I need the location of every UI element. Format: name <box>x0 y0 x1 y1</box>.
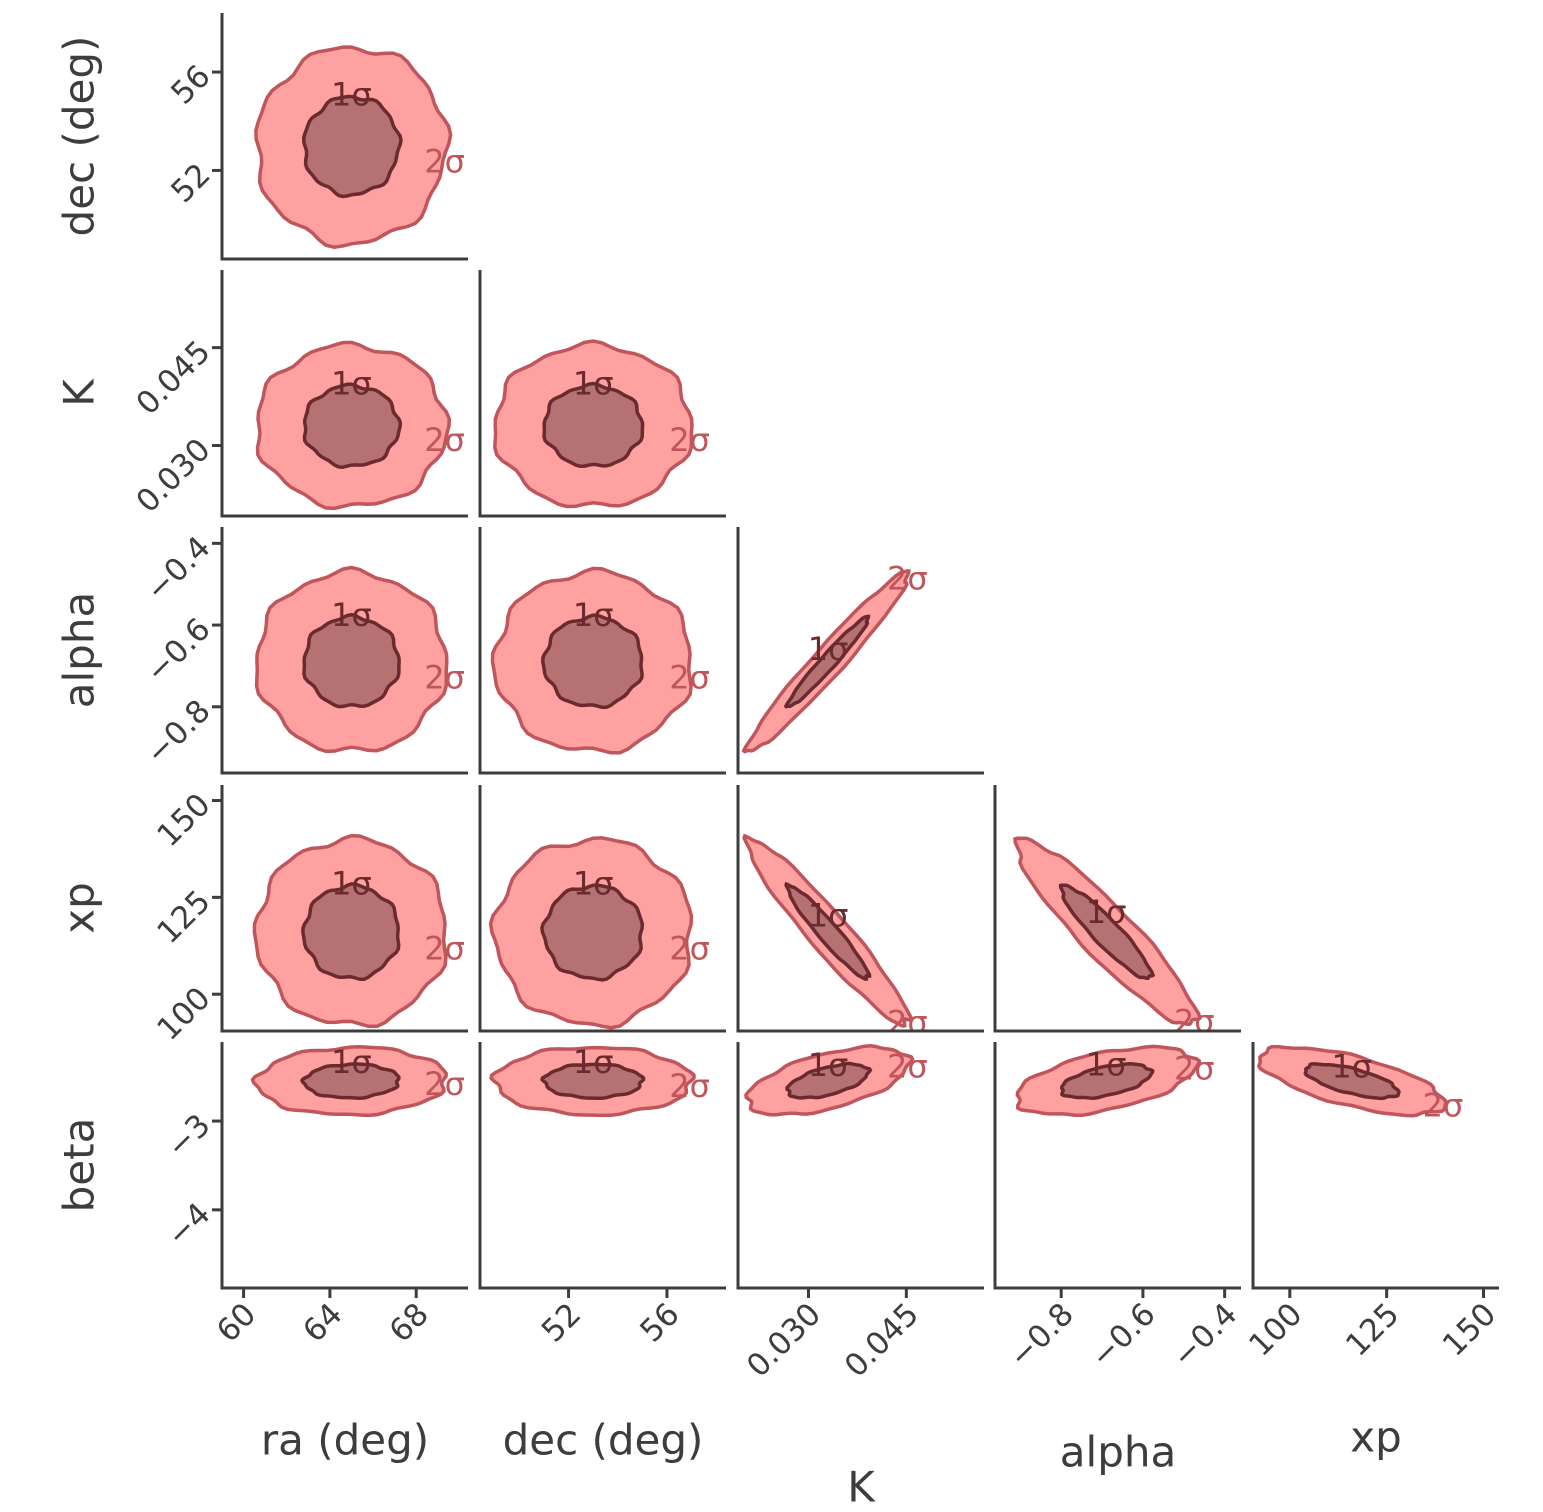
contour-label: 2σ <box>1174 1002 1215 1040</box>
panel: 2σ 1σ <box>488 836 710 1030</box>
panel: 2σ 1σ <box>493 339 710 509</box>
y-tick-label: −3 <box>160 1107 218 1165</box>
contour-label: 2σ <box>1423 1087 1464 1125</box>
contour-label: 2σ <box>424 1065 465 1103</box>
contour-label: 1σ <box>573 596 614 634</box>
x-axis-label: xp <box>1350 1413 1402 1462</box>
contour-2 <box>541 613 644 710</box>
x-axis-label: alpha <box>1060 1428 1176 1477</box>
y-tick-label: 0.045 <box>129 334 217 422</box>
contour-2 <box>785 1061 873 1100</box>
panel: 2σ 1σ <box>489 1043 710 1118</box>
contour-label: 2σ <box>887 1004 928 1042</box>
y-tick-label: 0.030 <box>129 432 217 520</box>
x-tick-label: −0.4 <box>1166 1296 1245 1375</box>
contour-label: 1σ <box>808 897 849 935</box>
contour-label: 2σ <box>669 930 710 968</box>
contour-label: 1σ <box>331 364 372 402</box>
panel: 2σ 1σ <box>741 560 928 754</box>
contour-2 <box>1058 883 1156 980</box>
contour-2 <box>542 381 645 468</box>
x-axis-label: dec (deg) <box>503 1416 704 1465</box>
panel: 2σ 1σ <box>254 565 465 754</box>
y-tick-label: −0.4 <box>139 530 218 609</box>
contour-label: 1σ <box>573 865 614 903</box>
y-tick-label: −0.8 <box>139 693 218 772</box>
panel: 2σ 1σ <box>252 833 465 1029</box>
panel: 2σ 1σ <box>1013 836 1215 1040</box>
y-axis-label: dec (deg) <box>55 36 104 237</box>
y-tick-label: 100 <box>150 980 217 1047</box>
x-tick-label: 0.045 <box>838 1296 926 1384</box>
contour-label: 2σ <box>669 421 710 459</box>
contour-2 <box>301 94 403 199</box>
x-tick-label: 52 <box>535 1296 588 1349</box>
contour-2 <box>1303 1062 1401 1101</box>
contour-2 <box>302 382 403 469</box>
contour-2 <box>302 612 401 709</box>
contour-label: 2σ <box>887 1047 928 1085</box>
x-tick-label: 68 <box>383 1296 436 1349</box>
x-tick-label: 56 <box>633 1296 686 1349</box>
x-tick-label: −0.8 <box>1002 1296 1081 1375</box>
contour-label: 2σ <box>669 659 710 697</box>
contour-2 <box>783 614 871 709</box>
y-axis-label: beta <box>55 1118 104 1213</box>
panel: 2σ 1σ <box>490 566 710 755</box>
y-axis-label: alpha <box>55 592 104 708</box>
x-tick-label: 60 <box>210 1296 263 1349</box>
y-tick-label: 150 <box>150 787 217 854</box>
contour-2 <box>1060 1061 1155 1100</box>
contour-label: 1σ <box>331 596 372 634</box>
contour-label: 2σ <box>1174 1049 1215 1087</box>
contour-label: 1σ <box>808 630 849 668</box>
contour-label: 2σ <box>887 560 928 598</box>
y-tick-label: −4 <box>160 1196 218 1254</box>
contour-label: 1σ <box>1331 1047 1372 1085</box>
contour-label: 1σ <box>1086 1045 1127 1083</box>
panel: 2σ 1σ <box>742 833 928 1042</box>
contour-label: 2σ <box>424 421 465 459</box>
x-tick-label: −0.6 <box>1084 1296 1163 1375</box>
contour-label: 2σ <box>424 659 465 697</box>
panel: 2σ 1σ <box>1256 1044 1464 1125</box>
contour-2 <box>299 1062 401 1100</box>
contour-label: 1σ <box>1086 893 1127 931</box>
contour-label: 1σ <box>331 865 372 903</box>
y-tick-label: 52 <box>164 157 217 210</box>
x-tick-label: 125 <box>1339 1296 1406 1363</box>
x-tick-label: 64 <box>296 1296 349 1349</box>
panel: 2σ 1σ <box>1015 1044 1215 1118</box>
y-tick-label: 56 <box>164 58 217 111</box>
x-axis-label: ra (deg) <box>261 1416 429 1465</box>
contour-label: 1σ <box>808 1046 849 1084</box>
contour-label: 2σ <box>669 1067 710 1105</box>
contour-label: 1σ <box>331 1043 372 1081</box>
x-tick-label: 100 <box>1242 1296 1309 1363</box>
x-axis-label: K <box>847 1463 876 1512</box>
contour-label: 2σ <box>424 142 465 180</box>
panel: 2σ 1σ <box>255 340 465 511</box>
contour-label: 1σ <box>331 76 372 114</box>
panel: 2σ 1σ <box>250 1043 465 1118</box>
contour-label: 1σ <box>573 364 614 402</box>
y-tick-label: −0.6 <box>139 611 218 690</box>
contour-2 <box>301 882 401 982</box>
x-tick-label: 150 <box>1436 1296 1503 1363</box>
x-tick-label: 0.030 <box>740 1296 828 1384</box>
contour-2 <box>784 881 872 982</box>
contour-2 <box>540 1062 646 1100</box>
y-tick-label: 125 <box>150 884 217 951</box>
contour-label: 2σ <box>424 930 465 968</box>
y-axis-label: xp <box>55 882 104 934</box>
contour-2 <box>540 883 645 982</box>
y-axis-label: K <box>55 378 104 407</box>
contour-label: 1σ <box>573 1043 614 1081</box>
panel: 2σ 1σ <box>254 45 465 249</box>
panel: 2σ 1σ <box>744 1044 928 1117</box>
